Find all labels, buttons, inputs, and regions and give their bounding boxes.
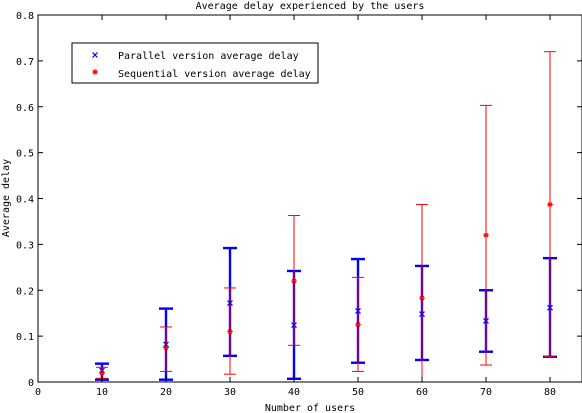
x-tick-label: 40 [288, 387, 300, 398]
legend-box [71, 42, 319, 84]
sequential-point [419, 295, 425, 301]
y-tick-label: 0.5 [16, 149, 34, 160]
legend-label-sequential: Sequential version average delay [118, 69, 311, 80]
markers [99, 201, 553, 376]
legend-label-parallel: Parallel version average delay [118, 51, 299, 62]
x-tick-label: 0 [35, 387, 41, 398]
legend-marker-sequential [92, 69, 98, 75]
x-tick-label: 30 [224, 387, 236, 398]
x-axis-label: Number of users [265, 403, 355, 413]
sequential-point [163, 344, 169, 351]
y-tick-label: 0 [28, 378, 34, 389]
legend-marker-parallel [92, 52, 98, 58]
parallel-point [547, 304, 553, 311]
sequential-point [227, 328, 233, 335]
parallel-point [355, 307, 361, 314]
y-tick-label: 0.1 [16, 332, 34, 343]
chart-title: Average delay experienced by the users [196, 1, 425, 12]
y-tick-label: 0.7 [16, 57, 34, 68]
parallel-point [419, 311, 425, 318]
parallel-point [483, 318, 489, 324]
y-tick-label: 0.2 [16, 286, 34, 297]
y-tick-label: 0.8 [16, 11, 34, 22]
x-tick-label: 80 [544, 387, 556, 398]
y-tick-label: 0.4 [16, 195, 34, 206]
y-tick-label: 0.3 [16, 240, 34, 251]
parallel-point [291, 322, 297, 329]
sequential-point [99, 370, 105, 376]
legend: Parallel version average delay Sequentia… [71, 42, 319, 84]
sequential-point [547, 201, 553, 208]
parallel-point [227, 300, 233, 307]
y-axis-label: Average delay [1, 159, 12, 237]
axis-ticks: 0 10 20 30 40 50 60 70 80 0 0.1 0.2 0.3 0.4 0.5 0.6 0.7 0… [16, 11, 582, 398]
sequential-point [291, 278, 297, 284]
legend-markers [92, 52, 98, 75]
x-tick-label: 20 [160, 387, 172, 398]
x-tick-label: 50 [352, 387, 364, 398]
x-tick-label: 10 [96, 387, 108, 398]
sequential-point [355, 321, 361, 328]
y-tick-label: 0.6 [16, 103, 34, 114]
x-tick-label: 70 [480, 387, 492, 398]
x-tick-label: 60 [416, 387, 428, 398]
sequential-point [483, 232, 489, 238]
